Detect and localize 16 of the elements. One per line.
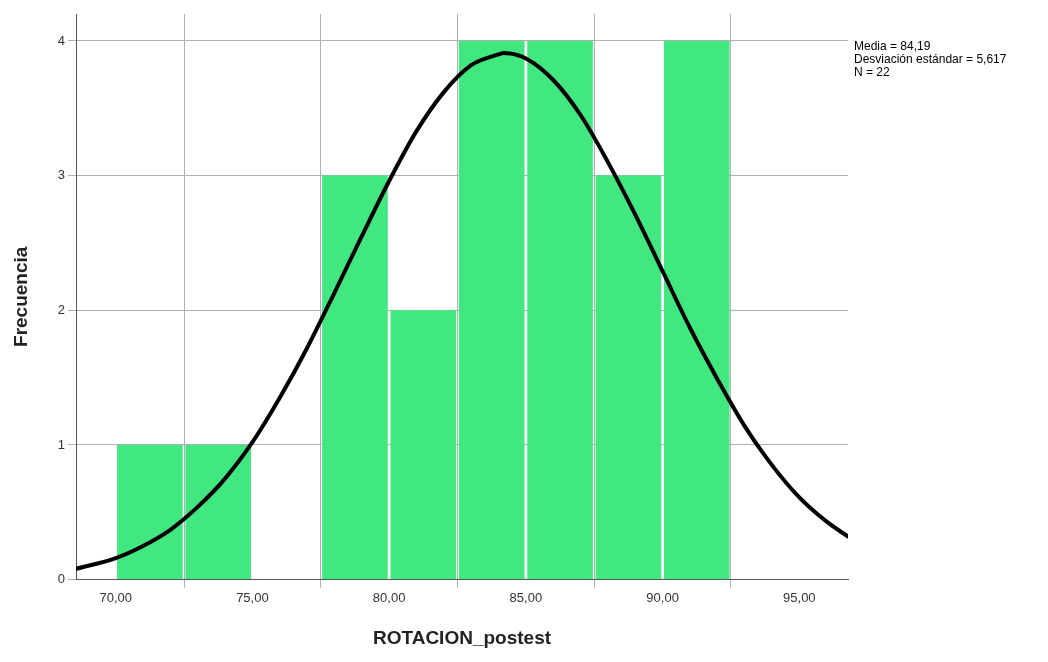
x-tick-label: 95,00	[783, 589, 816, 605]
text: Desviación estándar = 5,617	[854, 52, 1007, 66]
y-tick-label: 3	[57, 167, 66, 183]
text: N = 22	[854, 65, 891, 79]
x-axis-title: ROTACION_postest	[372, 626, 552, 648]
y-axis-title: Frecuencia	[9, 246, 31, 347]
x-tick-label: 80,00	[372, 589, 406, 605]
y-tick-label: 1	[57, 436, 66, 452]
y-tick-label: 4	[57, 32, 66, 48]
y-tick-label: 0	[57, 571, 66, 587]
x-tick-label: 70,00	[99, 589, 132, 605]
y-tick-label: 2	[57, 301, 66, 317]
x-tick-label: 85,00	[509, 589, 543, 605]
x-tick-label: 90,00	[646, 589, 679, 605]
x-tick-label: 75,00	[236, 589, 269, 605]
text: Media = 84,19	[854, 39, 932, 53]
